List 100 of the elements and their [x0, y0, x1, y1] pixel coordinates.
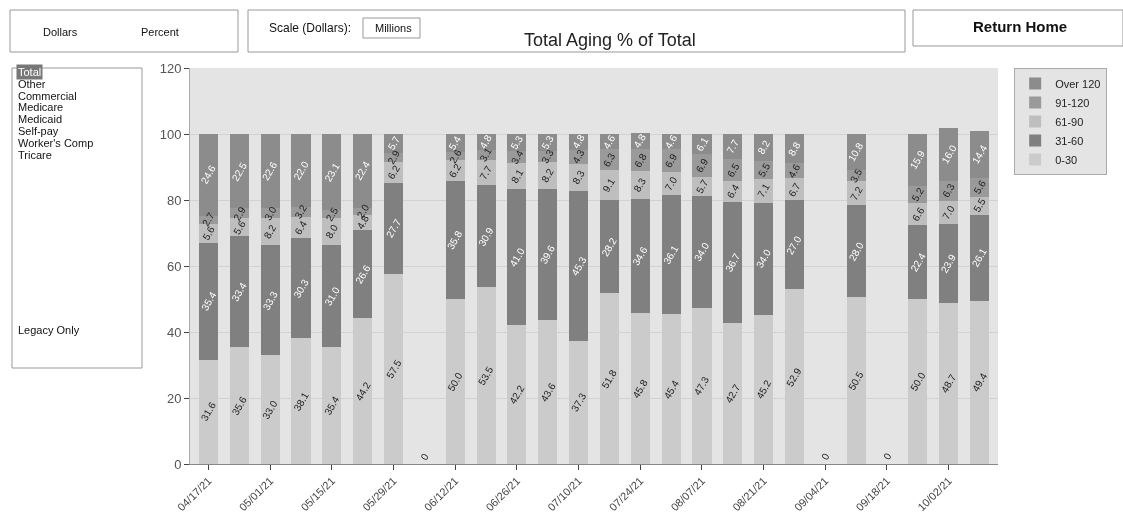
bar: [661, 195, 681, 315]
data-label: 5.7: [693, 177, 711, 196]
data-label: 4.3: [570, 147, 587, 166]
bar: [353, 230, 373, 319]
bar: [969, 214, 990, 301]
text: Medicaid: [18, 113, 63, 125]
data-label: 0: [418, 451, 431, 462]
data-label: 6.3: [940, 181, 957, 200]
data-label: 4.8: [570, 132, 587, 151]
bar: [445, 180, 465, 299]
bar: [939, 127, 959, 181]
data-label: 6.3: [600, 150, 618, 169]
bar: [229, 236, 249, 347]
legend-label: 61-90: [1055, 115, 1084, 128]
bar: [692, 195, 712, 308]
data-label: 8.2: [261, 222, 279, 241]
data-label: 9.1: [600, 176, 618, 194]
data-label: 7.7: [477, 163, 495, 182]
y-tick-label: 120: [159, 60, 182, 76]
data-label: 8.2: [539, 166, 556, 185]
bar: [569, 191, 589, 341]
data-label: 5.7: [385, 133, 403, 152]
bar: [260, 245, 280, 356]
data-label: 0: [881, 450, 894, 462]
text: Legacy Only: [18, 324, 80, 336]
data-label: 3.2: [292, 202, 310, 221]
text: Millions: [375, 22, 413, 34]
data-label: 6.7: [786, 180, 803, 199]
bar: [908, 225, 928, 299]
bar: [939, 224, 959, 304]
y-tick-label: 60: [166, 258, 182, 274]
text: Commercial: [18, 90, 77, 102]
data-label: 4.6: [662, 132, 680, 151]
data-label: 7.0: [662, 174, 680, 193]
text: Other: [18, 78, 46, 90]
y-tick-label: 80: [166, 192, 182, 208]
bar: [754, 202, 774, 315]
bar: [538, 189, 558, 321]
text: Scale (Dollars):: [269, 21, 352, 35]
text: Self-pay: [18, 125, 59, 137]
data-label: 3.5: [847, 166, 865, 185]
bar: [260, 133, 280, 209]
text: Percent: [141, 26, 179, 38]
data-label: 4.8: [631, 131, 649, 150]
text: Medicare: [18, 101, 64, 113]
legend-label: 91-120: [1055, 96, 1090, 109]
data-label: 8.0: [323, 222, 341, 241]
data-label: 3.0: [262, 204, 279, 223]
data-label: 8.2: [755, 138, 773, 156]
data-label: 4.6: [785, 161, 803, 180]
data-label: 7.7: [724, 137, 742, 156]
y-tick-label: 40: [166, 324, 182, 340]
data-label: 6.9: [662, 151, 680, 170]
data-label: 6.4: [292, 218, 310, 237]
data-label: 2.5: [323, 205, 341, 224]
data-label: 8.8: [785, 139, 803, 158]
data-label: 5.5: [971, 196, 988, 215]
data-label: 8.3: [631, 175, 649, 194]
data-label: 6.2: [385, 163, 403, 181]
legend-label: 0-30: [1055, 153, 1078, 166]
data-label: 7.2: [848, 184, 865, 203]
data-label: 6.9: [693, 156, 711, 175]
data-label: 5.6: [971, 177, 989, 196]
bar: [599, 200, 619, 294]
y-tick-label: 0: [174, 456, 182, 472]
data-label: 8.3: [570, 168, 588, 187]
legend-label: Over 120: [1055, 77, 1101, 90]
text: Tricare: [18, 149, 52, 161]
data-label: 0: [819, 451, 832, 462]
bar: [784, 200, 805, 290]
legend-label: 31-60: [1055, 134, 1084, 147]
data-label: 5.2: [909, 185, 927, 204]
data-label: 6.6: [909, 205, 927, 223]
data-label: 6.4: [724, 182, 742, 201]
data-label: 6.8: [632, 151, 649, 170]
bar: [383, 182, 404, 275]
bar: [291, 238, 311, 339]
data-label: 5.5: [755, 160, 773, 179]
text: Total: [18, 66, 42, 78]
bar: [198, 242, 219, 360]
bar: [291, 134, 311, 207]
text: Worker's Comp: [18, 137, 94, 149]
text: Return Home: [973, 18, 1068, 35]
bar: [507, 189, 527, 325]
data-label: 7.1: [755, 181, 772, 200]
data-label: 4.6: [600, 132, 618, 151]
data-label: 6.5: [724, 161, 742, 179]
bar: [846, 204, 866, 298]
data-label: 6.1: [694, 135, 711, 154]
text: Dollars: [43, 26, 78, 38]
bar: [322, 244, 342, 348]
y-tick-label: 20: [166, 390, 182, 406]
bar: [723, 201, 743, 324]
data-label: 8.1: [509, 167, 526, 186]
y-tick-label: 100: [159, 126, 182, 142]
data-label: 7.0: [940, 203, 957, 222]
bar: [476, 185, 496, 288]
bar: [229, 134, 249, 209]
bar: [630, 198, 650, 313]
chart-title: Total Aging % of Total: [524, 30, 696, 50]
